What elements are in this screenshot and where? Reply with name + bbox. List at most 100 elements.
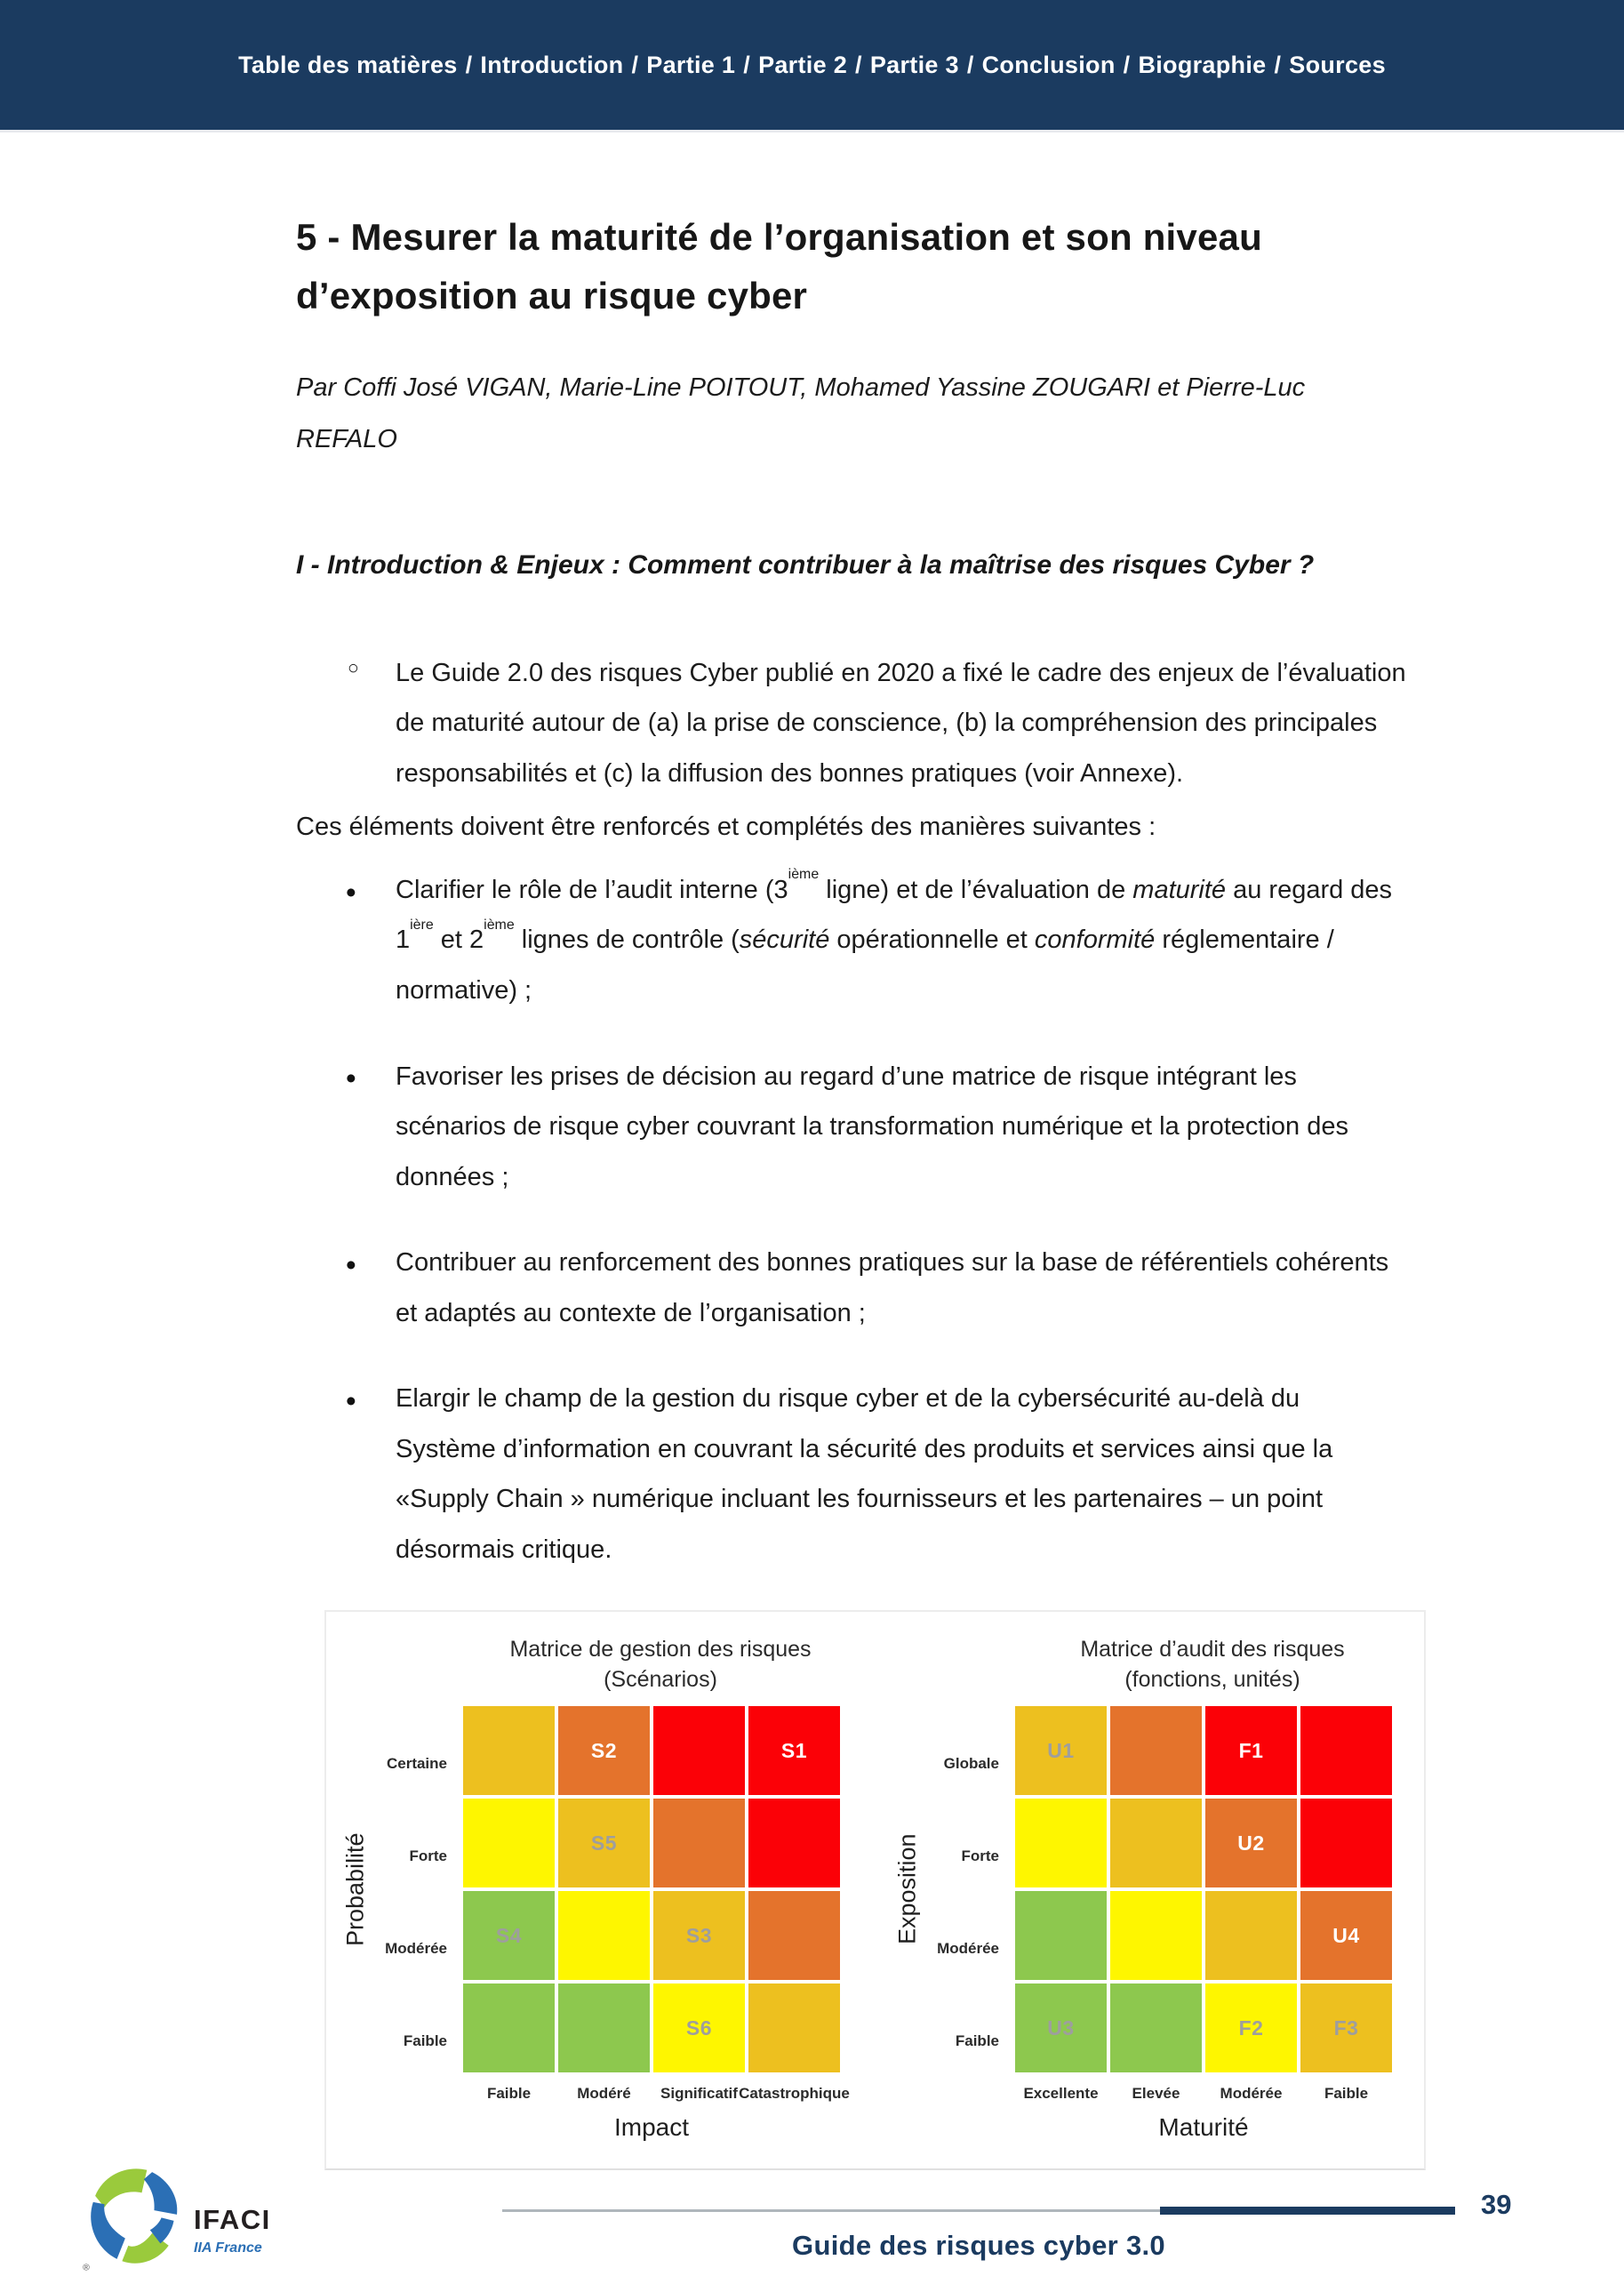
intro-bullet-item: Le Guide 2.0 des risques Cyber publié en… bbox=[344, 648, 1407, 799]
matrix-col-label: Catastrophique bbox=[739, 2084, 850, 2102]
matrix-cell-label: F1 bbox=[1238, 1738, 1264, 1762]
matrix-col-label: Modérée bbox=[1220, 2084, 1283, 2102]
bullet-item: Elargir le champ de la gestion du risque… bbox=[344, 1373, 1407, 1575]
byline-line: REFALO bbox=[296, 424, 397, 453]
matrix-title-line: Matrice de gestion des risques bbox=[509, 1637, 812, 1663]
matrix-management: Matrice de gestion des risques (Scénarios… bbox=[339, 1635, 860, 2152]
matrix-cell-U3: U3 bbox=[1015, 1983, 1107, 2072]
bullet-list: Clarifier le rôle de l’audit interne (3i… bbox=[344, 864, 1407, 1575]
matrix-cell bbox=[1110, 1890, 1202, 1980]
matrix-cell-label: S4 bbox=[495, 1923, 523, 1947]
matrix-cell-F3: F3 bbox=[1300, 1983, 1392, 2072]
top-navbar: Table des matières / Introduction / Partie 1… bbox=[0, 0, 1624, 132]
page-number: 39 bbox=[1481, 2189, 1512, 2220]
matrix-col-label: Modéré bbox=[577, 2084, 631, 2102]
matrix-cell bbox=[1300, 1798, 1392, 1887]
matrix-management-grid: Probabilité Certaine Forte Modérée Faible S2 S… bbox=[339, 1704, 860, 2152]
matrix-cell bbox=[748, 1983, 840, 2072]
matrix-title-line: Matrice d’audit des risques bbox=[1080, 1637, 1345, 1663]
breadcrumb-separator: / bbox=[1123, 51, 1131, 78]
byline-line: Par Coffi José VIGAN, Marie-Line POITOUT… bbox=[296, 373, 1306, 402]
matrix-cell-U2: U2 bbox=[1205, 1798, 1297, 1887]
matrix-cell-F1: F1 bbox=[1205, 1705, 1297, 1795]
matrix-cell bbox=[1015, 1798, 1107, 1887]
matrix-col-label: Faible bbox=[486, 2084, 532, 2102]
nav-link-6[interactable]: Conclusion bbox=[981, 51, 1116, 78]
ifaci-globe-icon: ® bbox=[83, 2168, 178, 2272]
footer-title: Guide des risques cyber 3.0 bbox=[792, 2230, 1165, 2261]
bullet-item: Clarifier le rôle de l’audit interne (3i… bbox=[344, 864, 1407, 1016]
matrix-subtitle-line: (fonctions, unités) bbox=[1124, 1667, 1300, 1693]
ifaci-brand-subtitle: IIA France bbox=[194, 2240, 262, 2256]
matrix-cell-S4: S4 bbox=[463, 1890, 555, 1980]
matrix-cell-label: S3 bbox=[685, 1923, 713, 1947]
footer-rule-thin bbox=[502, 2209, 1160, 2212]
registered-mark: ® bbox=[83, 2264, 90, 2272]
article: 5 - Mesurer la maturité de l’organisatio… bbox=[296, 130, 1426, 2170]
bullet-item: Contribuer au renforcement des bonnes pr… bbox=[344, 1237, 1407, 1338]
matrix-row-label: Modérée bbox=[937, 1940, 999, 1958]
matrix-cell-U4: U4 bbox=[1300, 1890, 1392, 1980]
matrix-row-label: Globale bbox=[943, 1755, 999, 1773]
matrix-col-label: Excellente bbox=[1023, 2084, 1099, 2102]
nav-link-7[interactable]: Biographie bbox=[1138, 51, 1267, 78]
matrix-col-label: Significatif bbox=[660, 2084, 738, 2102]
matrix-cell bbox=[1110, 1798, 1202, 1887]
matrix-cell-S2: S2 bbox=[558, 1705, 650, 1795]
matrix-cell bbox=[1015, 1890, 1107, 1980]
matrix-cell-U1: U1 bbox=[1015, 1705, 1107, 1795]
matrix-cell bbox=[463, 1983, 555, 2072]
matrix-row-label: Faible bbox=[955, 2032, 999, 2050]
matrix-cell bbox=[463, 1798, 555, 1887]
nav-link-8[interactable]: Sources bbox=[1289, 51, 1386, 78]
ifaci-logo-text: IFACI IIA France bbox=[194, 2203, 271, 2256]
nav-link-2[interactable]: Introduction bbox=[480, 51, 624, 78]
matrix-y-axis-title: Exposition bbox=[893, 1833, 921, 1945]
nav-link-1[interactable]: Table des matières bbox=[238, 51, 458, 78]
matrix-management-title: Matrice de gestion des risques (Scénarios… bbox=[339, 1635, 860, 1695]
bullet-item: Favoriser les prises de décision au rega… bbox=[344, 1050, 1407, 1203]
matrix-audit: Matrice d’audit des risques (fonctions, u… bbox=[891, 1635, 1412, 2152]
breadcrumb-separator: / bbox=[1274, 51, 1282, 78]
footer-rule bbox=[502, 2207, 1455, 2215]
matrix-row-label: Modérée bbox=[385, 1940, 447, 1958]
breadcrumb-separator: / bbox=[743, 51, 751, 78]
matrix-cell bbox=[1110, 1705, 1202, 1795]
matrix-cell-label: S6 bbox=[685, 2016, 713, 2040]
matrix-cell bbox=[653, 1705, 745, 1795]
matrix-row-label: Faible bbox=[403, 2032, 447, 2050]
ifaci-brand-name: IFACI bbox=[194, 2203, 271, 2235]
matrix-cell-F2: F2 bbox=[1205, 1983, 1297, 2072]
matrix-cell bbox=[463, 1705, 555, 1795]
nav-link-4[interactable]: Partie 2 bbox=[758, 51, 848, 78]
section-heading: I - Introduction & Enjeux : Comment cont… bbox=[296, 549, 1315, 580]
breadcrumb-separator: / bbox=[966, 51, 974, 78]
matrix-x-axis-title: Maturité bbox=[1158, 2113, 1249, 2142]
matrix-subtitle-line: (Scénarios) bbox=[604, 1667, 717, 1693]
matrix-cell-S5: S5 bbox=[558, 1798, 650, 1887]
matrix-cell-label: S1 bbox=[780, 1738, 808, 1762]
nav-link-5[interactable]: Partie 3 bbox=[869, 51, 959, 78]
breadcrumb-separator: / bbox=[855, 51, 862, 78]
matrix-cell-label: F3 bbox=[1333, 2016, 1359, 2040]
nav-link-3[interactable]: Partie 1 bbox=[646, 51, 736, 78]
matrix-cell-S3: S3 bbox=[653, 1890, 745, 1980]
matrix-cell bbox=[1110, 1983, 1202, 2072]
matrix-row-label: Certaine bbox=[386, 1755, 447, 1773]
matrix-row-label: Forte bbox=[961, 1847, 1000, 1865]
matrix-cell-label: U2 bbox=[1237, 1831, 1265, 1855]
risk-matrices-figure: Matrice de gestion des risques (Scénarios… bbox=[324, 1610, 1426, 2170]
matrix-cell bbox=[1205, 1890, 1297, 1980]
matrix-cell bbox=[1300, 1705, 1392, 1795]
lead-paragraph: Ces éléments doivent être renforcés et c… bbox=[296, 813, 1156, 842]
matrix-cell-label: F2 bbox=[1238, 2016, 1264, 2040]
breadcrumb-separator: / bbox=[465, 51, 473, 78]
matrix-cell bbox=[653, 1798, 745, 1887]
breadcrumb-separator: / bbox=[631, 51, 639, 78]
matrix-cell-label: U1 bbox=[1047, 1738, 1075, 1762]
matrix-col-label: Elevée bbox=[1132, 2084, 1180, 2102]
breadcrumb: Table des matières / Introduction / Partie 1… bbox=[238, 52, 1386, 79]
matrix-audit-title: Matrice d’audit des risques (fonctions, u… bbox=[891, 1635, 1412, 1695]
matrix-audit-grid: Exposition Globale Forte Modérée Faible U1 F1 U… bbox=[891, 1704, 1412, 2152]
matrix-cell bbox=[748, 1890, 840, 1980]
